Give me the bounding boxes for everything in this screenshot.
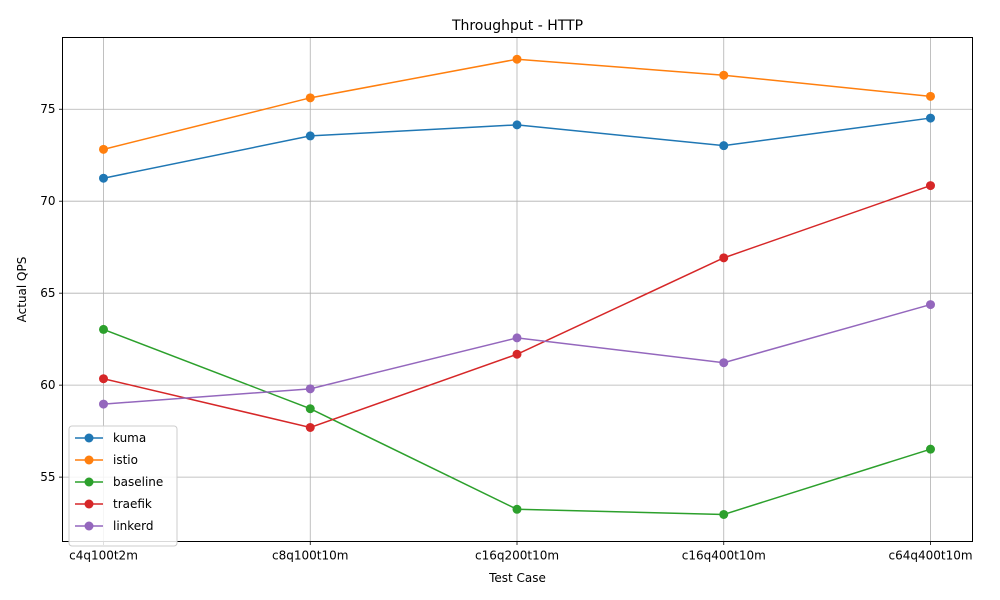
data-point-baseline (99, 324, 108, 334)
x-tick-label: c16q200t10m (475, 549, 559, 563)
series-kuma (99, 113, 935, 183)
y-tick-label: 75 (40, 102, 55, 116)
data-point-traefik (99, 374, 108, 384)
data-point-baseline (305, 404, 315, 414)
series-traefik (99, 181, 935, 432)
legend-item-linkerd: linkerd (75, 519, 154, 533)
legend: kuma istio baseline traefik linkerd (68, 425, 178, 547)
y-axis-ticks: 55 60 65 70 75 (40, 102, 63, 484)
legend-label: traefik (113, 497, 152, 511)
legend-label: kuma (113, 431, 146, 445)
x-axis-ticks: c4q100t2m c8q100t10m c16q200t10m c16q400t10… (69, 541, 973, 563)
series-baseline (99, 324, 935, 519)
y-tick-label: 55 (40, 470, 55, 484)
data-point-istio (512, 54, 522, 64)
legend-marker (84, 433, 94, 443)
data-point-kuma (719, 141, 729, 151)
series-istio (99, 54, 935, 154)
data-point-baseline (926, 444, 935, 454)
data-point-traefik (926, 181, 935, 191)
legend-box (68, 425, 178, 547)
plot-area-frame (62, 37, 973, 542)
legend-item-baseline: baseline (75, 475, 163, 489)
data-point-kuma (512, 120, 522, 130)
x-tick-label: c8q100t10m (272, 549, 348, 563)
data-point-istio (305, 93, 315, 103)
data-point-kuma (305, 131, 315, 141)
x-axis-title: Test Case (488, 571, 546, 585)
data-point-linkerd (512, 333, 522, 343)
data-point-traefik (719, 253, 729, 263)
x-tick-label: c4q100t2m (69, 549, 138, 563)
legend-item-istio: istio (75, 453, 138, 467)
legend-item-kuma: kuma (75, 431, 146, 445)
data-point-baseline (512, 504, 522, 514)
legend-marker (84, 521, 94, 531)
legend-marker (84, 499, 94, 509)
chart-title: Throughput - HTTP (451, 18, 583, 34)
data-point-istio (926, 91, 935, 101)
y-tick-label: 65 (40, 286, 55, 300)
data-point-baseline (719, 509, 729, 519)
legend-marker (84, 477, 94, 487)
legend-label: baseline (113, 475, 163, 489)
y-tick-label: 70 (40, 194, 55, 208)
data-point-traefik (305, 422, 315, 432)
data-point-linkerd (305, 384, 315, 394)
data-point-istio (719, 70, 729, 80)
data-point-linkerd (926, 300, 935, 310)
data-point-linkerd (719, 358, 729, 368)
series-lines (99, 54, 935, 519)
data-point-kuma (926, 113, 935, 123)
data-point-kuma (99, 173, 108, 183)
x-tick-label: c16q400t10m (682, 549, 766, 563)
y-axis-title: Actual QPS (15, 257, 29, 323)
data-point-traefik (512, 349, 522, 359)
x-tick-label: c64q400t10m (888, 549, 972, 563)
data-point-linkerd (99, 399, 108, 409)
data-point-istio (99, 144, 108, 154)
y-tick-label: 60 (40, 378, 55, 392)
legend-item-traefik: traefik (75, 497, 152, 511)
legend-label: linkerd (113, 519, 154, 533)
series-linkerd (99, 300, 935, 409)
legend-label: istio (113, 453, 138, 467)
legend-marker (84, 455, 94, 465)
